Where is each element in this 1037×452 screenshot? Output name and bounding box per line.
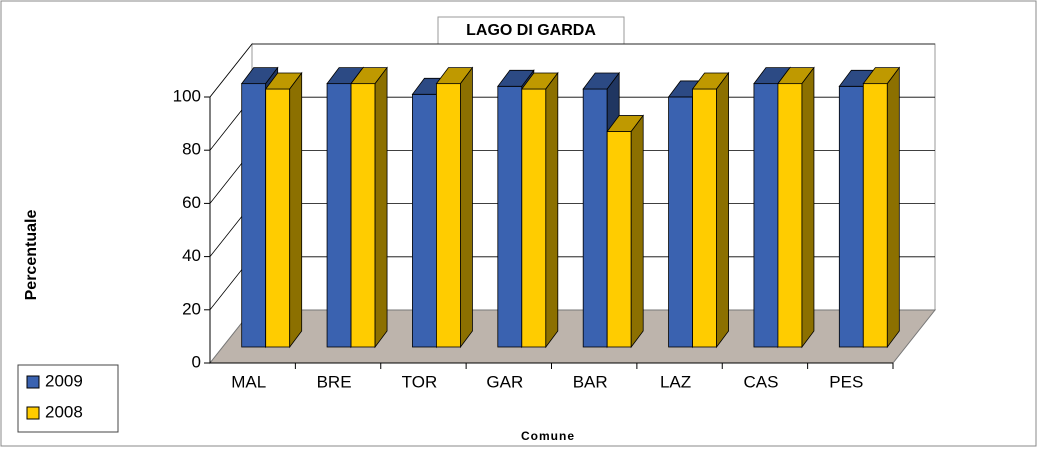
bar-face: [862, 83, 888, 348]
bar: [435, 66, 474, 349]
bar-face: [289, 71, 303, 349]
bar-face: [265, 88, 291, 348]
bar-face: [460, 66, 473, 349]
bar-face: [582, 88, 608, 348]
bar-face: [412, 93, 437, 348]
bar-face: [630, 114, 644, 349]
legend-label: 2009: [45, 371, 83, 390]
bar-face: [497, 85, 523, 348]
y-tick-label: 60: [182, 193, 201, 212]
y-tick-label: 80: [182, 140, 201, 159]
y-tick-label: 0: [192, 352, 201, 371]
x-tick-label: BAR: [573, 372, 608, 391]
chart-title: LAGO DI GARDA: [466, 22, 596, 39]
title-box: [437, 16, 625, 45]
bar-face: [777, 83, 803, 348]
bar: [606, 114, 644, 349]
bar-face: [545, 71, 559, 349]
bar: [691, 71, 730, 349]
x-axis-label: Comune: [521, 429, 575, 443]
x-tick-label: BRE: [317, 372, 352, 391]
bar-face: [521, 88, 547, 348]
bar: [350, 66, 388, 349]
floor: [208, 309, 937, 364]
legend-swatch: [26, 406, 40, 420]
y-tick-label: 40: [182, 246, 201, 265]
grid-line: [209, 43, 935, 98]
y-tick-label: 100: [173, 86, 201, 105]
x-tick-label: LAZ: [660, 372, 691, 391]
bar-face: [374, 66, 388, 349]
bar-face: [886, 66, 900, 349]
bar-face: [606, 131, 632, 348]
bar: [862, 66, 901, 349]
x-tick-label: MAL: [231, 372, 266, 391]
bar-face: [326, 83, 352, 348]
x-tick-label: TOR: [402, 372, 438, 391]
bar: [521, 71, 559, 349]
x-tick-label: CAS: [743, 372, 778, 391]
bar: [264, 71, 303, 349]
y-axis-label: Percentuale: [23, 210, 40, 301]
bar-face: [801, 66, 815, 349]
y-tick-label: 20: [182, 299, 201, 318]
bar-face: [716, 71, 729, 349]
bar-face: [241, 83, 267, 348]
bar-face: [350, 83, 376, 348]
legend-swatch: [26, 375, 40, 389]
bar-face: [668, 96, 693, 348]
x-tick-label: PES: [829, 372, 863, 391]
x-tick-label: GAR: [486, 372, 523, 391]
legend-label: 2008: [45, 402, 83, 421]
bar-face: [753, 83, 779, 348]
bar-face: [436, 83, 461, 348]
bar-face: [692, 88, 717, 348]
bar-face: [838, 85, 864, 348]
bar: [777, 66, 815, 349]
